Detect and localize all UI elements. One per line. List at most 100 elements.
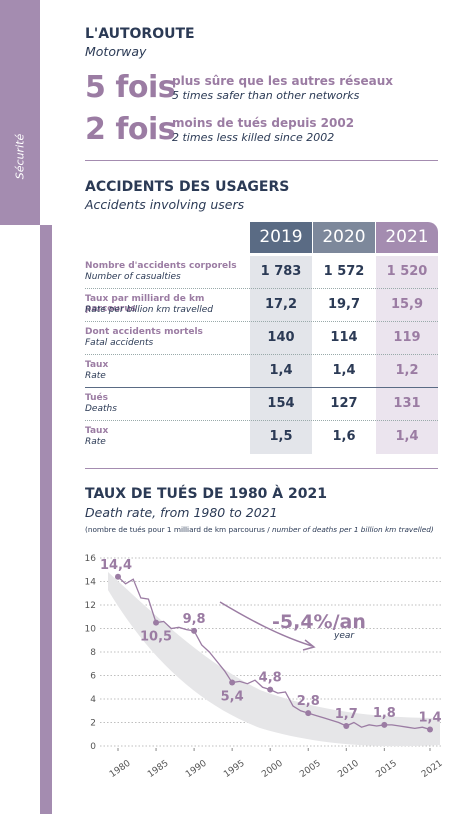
point (153, 619, 160, 626)
cell-value: 1 783 (260, 264, 302, 279)
row-separator-strong (85, 387, 438, 388)
column-body (313, 256, 375, 454)
y-tick-label: 0 (90, 742, 96, 752)
y-tick-label: 6 (90, 672, 96, 682)
arrow-head (302, 639, 316, 651)
point-label: 4,8 (259, 671, 282, 686)
row-label-fr: Tués (85, 393, 109, 403)
x-tick-label: 2015 (374, 759, 398, 780)
line (117, 576, 431, 731)
point-label: 9,8 (183, 612, 206, 627)
header-title: L'AUTOROUTE (85, 26, 195, 42)
row-label-fr: Nombre d'accidents corporels (85, 261, 237, 271)
annotation-sub: year (333, 631, 355, 641)
row-label-en: Rate per billion km travelled (85, 305, 213, 315)
chart-note: (nombre de tués pour 1 milliard de km pa… (85, 525, 434, 534)
cell-value: 1,4 (395, 429, 419, 444)
stat-big: 5 fois (85, 70, 176, 105)
x-tick-label: 2005 (298, 759, 322, 780)
row-label-en: Number of casualties (85, 272, 181, 282)
y-tick-label: 8 (90, 648, 96, 658)
cell-value: 1,2 (395, 363, 419, 378)
trend-band (108, 572, 440, 747)
note-en: number of deaths per 1 billion km travel… (272, 525, 434, 534)
y-tick-label: 4 (90, 695, 96, 705)
point-label: 10,5 (140, 630, 172, 645)
note-fr: (nombre de tués pour 1 milliard de km pa… (85, 525, 273, 534)
y-tick-label: 10 (85, 625, 97, 635)
cell-value: 127 (330, 396, 358, 411)
header-subtitle: Motorway (85, 44, 147, 59)
row-label-en: Rate (85, 437, 106, 447)
row-label-en: Rate (85, 371, 106, 381)
point (381, 721, 388, 728)
x-tick-label: 2021 (420, 759, 444, 780)
row-label-fr: Dont accidents mortels (85, 327, 203, 337)
row-separator (85, 354, 438, 355)
point (115, 573, 121, 580)
row-separator (85, 420, 438, 421)
x-tick-label: 1995 (222, 759, 246, 780)
row-label-fr: Taux (85, 426, 109, 436)
section-title: ACCIDENTS DES USAGERS (85, 179, 290, 195)
row-label-en: Deaths (85, 404, 117, 414)
y-tick-label: 16 (85, 554, 97, 564)
point-label: 1,4 (418, 711, 441, 726)
stat-en: 2 times less killed since 2002 (172, 131, 335, 144)
row-label-fr: Taux (85, 360, 109, 370)
row-label-en: Fatal accidents (85, 338, 154, 348)
chart-subtitle: Death rate, from 1980 to 2021 (85, 505, 278, 520)
stat-fr: moins de tués depuis 2002 (172, 116, 355, 130)
x-tick-label: 1985 (146, 759, 170, 780)
point (191, 627, 198, 634)
x-tick-label: 2010 (336, 758, 361, 779)
annotation: -5,4%/an (272, 611, 366, 633)
stat-fr: plus sûre que les autres réseaux (172, 74, 393, 88)
cell-value: 1,6 (332, 429, 356, 444)
point (305, 710, 312, 717)
section-subtitle: Accidents involving users (85, 197, 245, 212)
y-tick-label: 12 (85, 601, 96, 611)
cell-value: 154 (267, 396, 295, 411)
sidebar-stripe (40, 225, 52, 814)
column-header: 2020 (313, 222, 375, 253)
cell-value: 119 (393, 330, 421, 345)
cell-value: 15,9 (390, 297, 424, 312)
point-label: 2,8 (297, 694, 320, 709)
stat-en: 5 times safer than other networks (172, 89, 360, 102)
point (343, 723, 350, 730)
cell-value: 114 (330, 330, 358, 345)
cell-value: 140 (267, 330, 295, 345)
y-tick-label: 2 (90, 719, 96, 729)
cell-value: 1 572 (323, 264, 365, 279)
cell-value: 1,4 (332, 363, 356, 378)
point (267, 686, 274, 693)
column-header: 2019 (250, 222, 312, 253)
point (427, 726, 433, 733)
point-label: 5,4 (221, 690, 244, 705)
cell-value: 1 520 (386, 264, 428, 279)
row-label-fr: Taux par milliard de km parcourus (85, 294, 205, 314)
column-body (376, 256, 438, 454)
point (229, 679, 236, 686)
divider (85, 468, 438, 469)
point-label: 1,8 (373, 706, 396, 721)
column-body (250, 256, 312, 454)
trend-arrow (219, 601, 313, 647)
stat-big: 2 fois (85, 112, 176, 147)
point-label: 1,7 (335, 707, 358, 722)
row-separator (85, 288, 438, 289)
x-tick-label: 1990 (184, 758, 209, 779)
cell-value: 1,4 (269, 363, 293, 378)
cell-value: 19,7 (327, 297, 361, 312)
cell-value: 17,2 (264, 297, 298, 312)
x-tick-label: 1980 (108, 758, 133, 779)
row-separator (85, 321, 438, 322)
chart-title: TAUX DE TUÉS DE 1980 À 2021 (85, 486, 327, 502)
x-tick-label: 2000 (260, 758, 285, 779)
y-tick-label: 14 (85, 578, 97, 588)
divider (85, 160, 438, 161)
column-header: 2021 (376, 222, 438, 253)
